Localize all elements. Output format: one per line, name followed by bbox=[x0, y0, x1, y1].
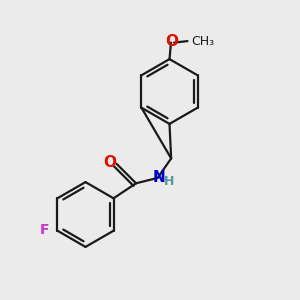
Text: F: F bbox=[40, 223, 49, 237]
Text: CH₃: CH₃ bbox=[191, 34, 214, 48]
Text: N: N bbox=[152, 169, 165, 184]
Text: O: O bbox=[165, 34, 178, 49]
Text: H: H bbox=[164, 175, 174, 188]
Text: O: O bbox=[103, 155, 116, 170]
